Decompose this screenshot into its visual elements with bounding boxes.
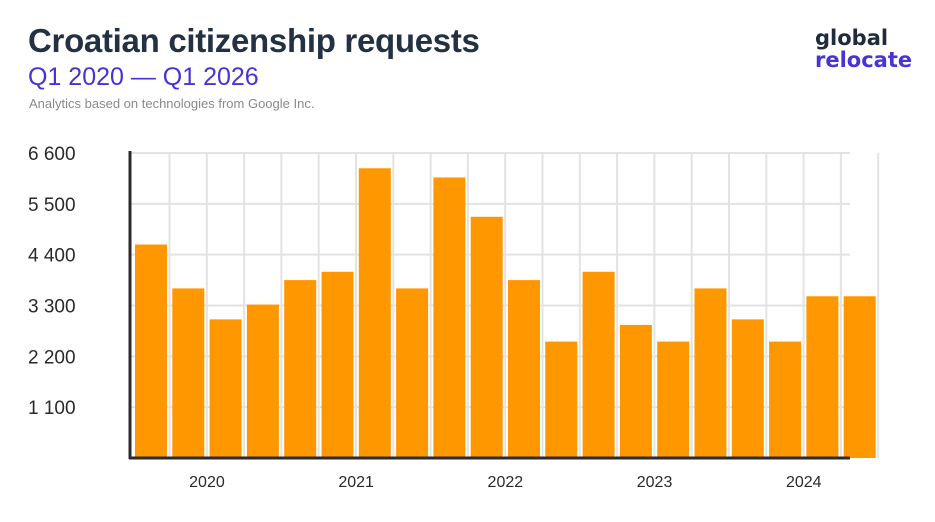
logo-line-global: global xyxy=(815,26,889,50)
bar-q4-2023 xyxy=(694,288,727,458)
x-year-label: 2022 xyxy=(488,474,524,491)
bar-q4-2022 xyxy=(545,341,578,458)
logo-line-relocate: relocate xyxy=(815,48,913,72)
bar-q1-2024 xyxy=(731,319,764,458)
bar-q1-2021 xyxy=(284,280,317,458)
x-year-label: 2020 xyxy=(189,474,225,491)
bar-q4-2020 xyxy=(246,304,279,458)
x-year-label: 2024 xyxy=(786,474,822,491)
bar-q2-2021 xyxy=(321,271,354,458)
x-year-label: 2023 xyxy=(637,474,673,491)
chart-title: Croatian citizenship requests xyxy=(28,22,480,59)
bar-q3-2021 xyxy=(358,168,391,458)
bar-q3-2023 xyxy=(657,341,690,458)
y-tick-label: 4 400 xyxy=(28,246,76,267)
y-tick-label: 6 600 xyxy=(28,144,76,165)
bar-q3-2022 xyxy=(508,280,540,458)
bar-q4-2024 xyxy=(843,296,876,458)
x-year-label: 2021 xyxy=(338,474,374,491)
bar-q1-2023 xyxy=(582,271,615,458)
bar-q2-2022 xyxy=(470,216,503,458)
y-tick-label: 3 300 xyxy=(28,297,76,318)
bar-q3-2024 xyxy=(806,296,839,458)
bar-q2-2024 xyxy=(769,341,802,458)
y-tick-label: 2 200 xyxy=(28,347,76,368)
y-tick-label: 5 500 xyxy=(28,195,76,216)
bar-q4-2021 xyxy=(396,288,429,458)
bar-q1-2020 xyxy=(135,244,167,458)
bar-q3-2020 xyxy=(209,319,242,458)
bar-q1-2022 xyxy=(433,177,466,458)
analytics-note: Analytics based on technologies from Goo… xyxy=(29,96,315,111)
bar-q2-2023 xyxy=(619,324,652,458)
chart-subtitle: Q1 2020 — Q1 2026 xyxy=(28,63,259,91)
y-tick-label: 1 100 xyxy=(28,398,76,419)
global-relocate-logo: global relocate xyxy=(815,27,912,71)
bar-q2-2020 xyxy=(172,288,205,458)
